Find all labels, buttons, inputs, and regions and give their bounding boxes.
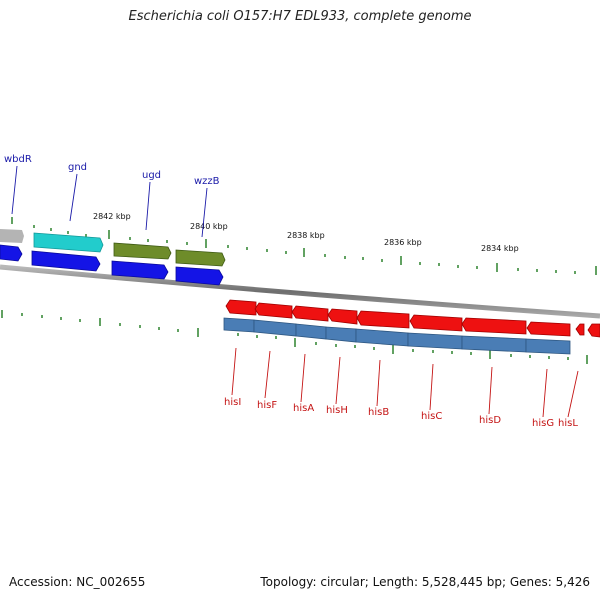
gene-feature[interactable]: [0, 229, 24, 243]
accession-label: Accession: NC_002655: [9, 575, 146, 589]
scale-label: 2840 kbp: [190, 222, 228, 231]
cds-feature[interactable]: [253, 319, 297, 337]
forward-scale-ticks: [11, 217, 597, 275]
gene-feature[interactable]: [356, 310, 410, 329]
gene-label-hisF[interactable]: hisF: [257, 400, 277, 411]
scale-label: 2836 kbp: [384, 238, 422, 247]
gene-feature[interactable]: [575, 323, 585, 336]
gene-feature[interactable]: [33, 232, 104, 253]
reverse-gene-track: [225, 299, 600, 338]
gene-label-hisA[interactable]: hisA: [293, 403, 314, 414]
map-title: Escherichia coli O157:H7 EDL933, complet…: [128, 9, 472, 24]
gene-label-hisB[interactable]: hisB: [368, 407, 389, 418]
gene-feature[interactable]: [327, 308, 358, 325]
gene-feature[interactable]: [175, 249, 226, 267]
scale-label: 2834 kbp: [481, 244, 519, 253]
gene-label-gnd[interactable]: gnd: [68, 162, 87, 173]
gene-feature[interactable]: [254, 302, 293, 319]
reverse-cds-track: [223, 317, 571, 355]
forward-gene-track: [0, 229, 226, 267]
reverse-label-leaders: [231, 347, 579, 418]
cds-feature[interactable]: [525, 338, 571, 355]
gene-feature[interactable]: [461, 317, 527, 335]
gene-label-hisH[interactable]: hisH: [326, 405, 348, 416]
cds-feature[interactable]: [407, 332, 463, 350]
reverse-scale-ticks: [1, 310, 588, 364]
cds-feature[interactable]: [175, 266, 224, 286]
cds-feature[interactable]: [295, 323, 327, 340]
genome-summary: Topology: circular; Length: 5,528,445 bp…: [260, 575, 590, 589]
gene-feature[interactable]: [291, 305, 329, 322]
forward-label-leaders: [11, 165, 208, 238]
gene-label-ugd[interactable]: ugd: [142, 170, 161, 181]
gene-feature[interactable]: [409, 314, 463, 332]
gene-feature[interactable]: [225, 299, 257, 316]
gene-label-wbdR[interactable]: wbdR: [4, 154, 32, 165]
gene-feature[interactable]: [113, 242, 172, 260]
genome-backbone: [0, 264, 600, 319]
gene-label-wzzB[interactable]: wzzB: [194, 176, 220, 187]
gene-label-hisI[interactable]: hisI: [224, 397, 241, 408]
gene-feature[interactable]: [587, 323, 600, 338]
gene-label-hisC[interactable]: hisC: [421, 411, 442, 422]
scale-label: 2842 kbp: [93, 212, 131, 221]
cds-feature[interactable]: [461, 335, 527, 353]
gene-label-hisD[interactable]: hisD: [479, 415, 501, 426]
gene-label-hisG[interactable]: hisG: [532, 418, 554, 429]
gene-feature[interactable]: [526, 321, 571, 337]
cds-feature[interactable]: [111, 260, 169, 280]
cds-feature[interactable]: [355, 328, 409, 347]
cds-feature[interactable]: [325, 326, 357, 343]
forward-cds-track: [0, 244, 224, 286]
cds-feature[interactable]: [223, 317, 255, 333]
cds-feature[interactable]: [31, 250, 101, 272]
gene-label-hisL[interactable]: hisL: [558, 418, 578, 429]
cds-feature[interactable]: [0, 244, 23, 262]
scale-label: 2838 kbp: [287, 231, 325, 240]
